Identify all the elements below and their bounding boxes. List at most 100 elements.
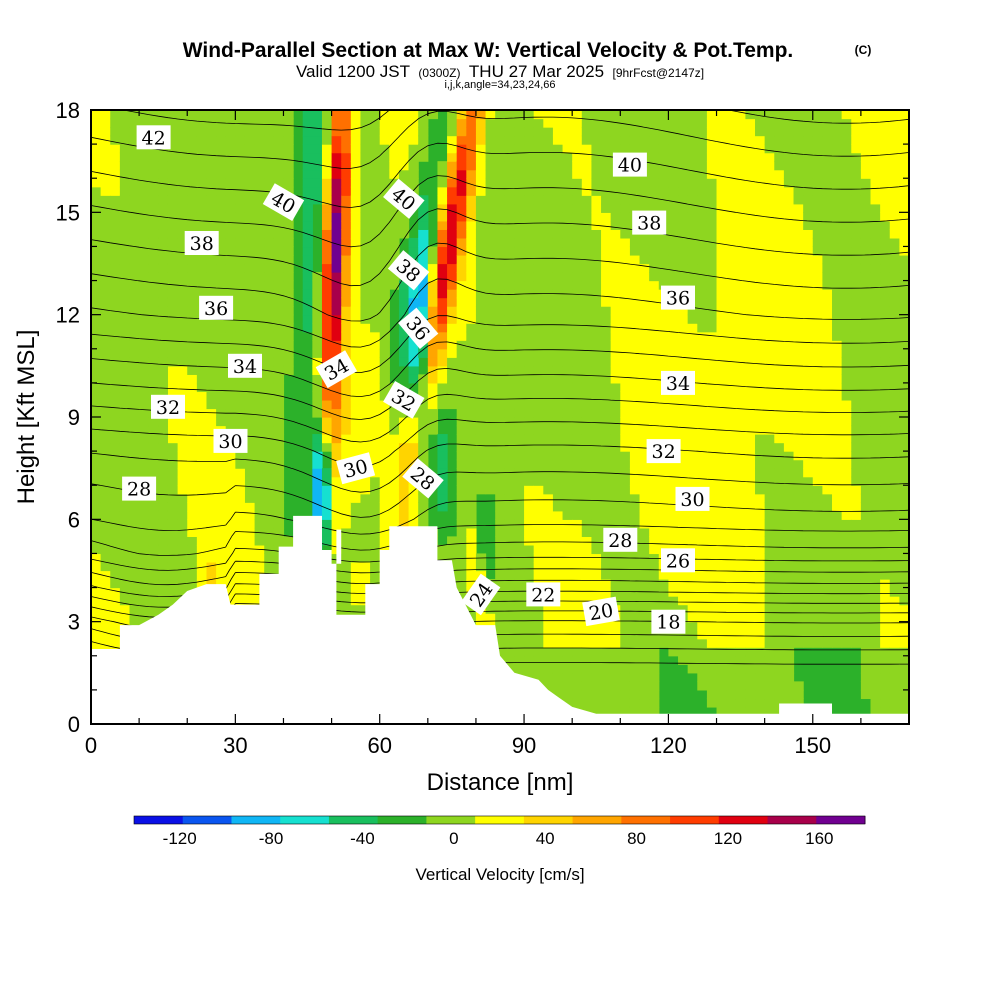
velocity-cell — [341, 178, 352, 188]
velocity-cell — [119, 382, 131, 393]
velocity-cell — [774, 263, 785, 273]
velocity-cell — [610, 391, 621, 401]
velocity-cell — [572, 374, 583, 384]
velocity-cell — [389, 485, 400, 495]
velocity-cell — [668, 306, 679, 316]
velocity-cell — [167, 493, 179, 503]
velocity-cell — [543, 178, 554, 188]
velocity-cell — [167, 561, 179, 572]
velocity-cell — [504, 254, 516, 265]
velocity-cell — [783, 698, 795, 708]
velocity-cell — [697, 246, 708, 256]
velocity-cell — [177, 186, 188, 196]
velocity-cell — [485, 229, 496, 239]
velocity-cell — [177, 220, 188, 230]
velocity-cell — [562, 553, 573, 563]
velocity-cell — [264, 391, 275, 401]
velocity-cell — [244, 434, 256, 444]
velocity-cell — [726, 442, 737, 452]
velocity-cell — [764, 570, 775, 580]
velocity-cell — [745, 425, 756, 435]
velocity-cell — [706, 459, 718, 469]
velocity-cell — [244, 144, 256, 154]
velocity-cell — [283, 246, 294, 256]
velocity-cell — [495, 306, 506, 316]
velocity-cell — [418, 127, 429, 137]
velocity-cell — [129, 468, 140, 478]
velocity-cell — [620, 485, 631, 495]
velocity-cell — [196, 476, 208, 486]
velocity-cell — [225, 229, 236, 239]
velocity-cell — [350, 135, 362, 145]
velocity-cell — [764, 195, 775, 205]
velocity-cell — [235, 408, 246, 418]
velocity-cell — [706, 519, 718, 529]
velocity-cell — [533, 331, 544, 341]
velocity-cell — [524, 621, 535, 631]
velocity-cell — [678, 314, 689, 324]
velocity-cell — [447, 544, 458, 555]
velocity-cell — [687, 476, 698, 486]
velocity-cell — [466, 348, 477, 358]
velocity-cell — [620, 280, 631, 290]
velocity-cell — [591, 536, 602, 546]
velocity-cell — [225, 561, 236, 572]
velocity-cell — [764, 127, 775, 137]
velocity-cell — [254, 399, 265, 410]
velocity-cell — [466, 186, 477, 196]
velocity-cell — [466, 519, 477, 529]
velocity-cell — [302, 135, 313, 145]
velocity-cell — [678, 220, 689, 230]
velocity-cell — [341, 237, 352, 248]
velocity-cell — [504, 169, 516, 179]
velocity-cell — [668, 493, 679, 503]
velocity-cell — [466, 434, 477, 444]
velocity-cell — [610, 254, 621, 265]
velocity-cell — [610, 280, 621, 290]
velocity-cell — [687, 118, 698, 128]
velocity-cell — [466, 374, 477, 384]
velocity-cell — [716, 297, 727, 307]
velocity-cell — [504, 220, 516, 230]
velocity-cell — [312, 382, 323, 393]
velocity-cell — [177, 135, 188, 145]
velocity-cell — [139, 323, 150, 333]
velocity-cell — [706, 698, 718, 708]
velocity-cell — [187, 280, 198, 290]
velocity-cell — [91, 382, 102, 393]
velocity-cell — [658, 485, 670, 495]
velocity-cell — [610, 647, 621, 657]
velocity-cell — [100, 178, 111, 188]
velocity-cell — [629, 638, 641, 648]
velocity-cell — [649, 161, 660, 171]
velocity-cell — [495, 544, 506, 555]
velocity-cell — [783, 434, 795, 444]
velocity-cell — [706, 647, 718, 657]
velocity-cell — [639, 246, 650, 256]
velocity-cell — [129, 374, 140, 384]
velocity-cell — [649, 579, 660, 589]
velocity-cell — [649, 186, 660, 196]
velocity-cell — [167, 212, 179, 222]
velocity-cell — [668, 570, 679, 580]
velocity-cell — [456, 127, 467, 137]
velocity-cell — [774, 289, 785, 299]
velocity-cell — [129, 212, 140, 222]
velocity-cell — [196, 152, 208, 162]
velocity-cell — [735, 169, 746, 179]
velocity-cell — [273, 425, 285, 435]
velocity-cell — [312, 340, 323, 350]
velocity-cell — [167, 382, 179, 393]
velocity-cell — [562, 391, 573, 401]
velocity-cell — [148, 357, 159, 367]
velocity-cell — [408, 425, 419, 435]
velocity-cell — [100, 237, 111, 248]
velocity-cell — [225, 493, 236, 503]
velocity-cell — [581, 314, 593, 324]
velocity-cell — [177, 331, 188, 341]
velocity-cell — [514, 459, 525, 469]
velocity-cell — [726, 399, 737, 410]
velocity-cell — [678, 519, 689, 529]
velocity-cell — [639, 297, 650, 307]
velocity-cell — [629, 510, 641, 520]
